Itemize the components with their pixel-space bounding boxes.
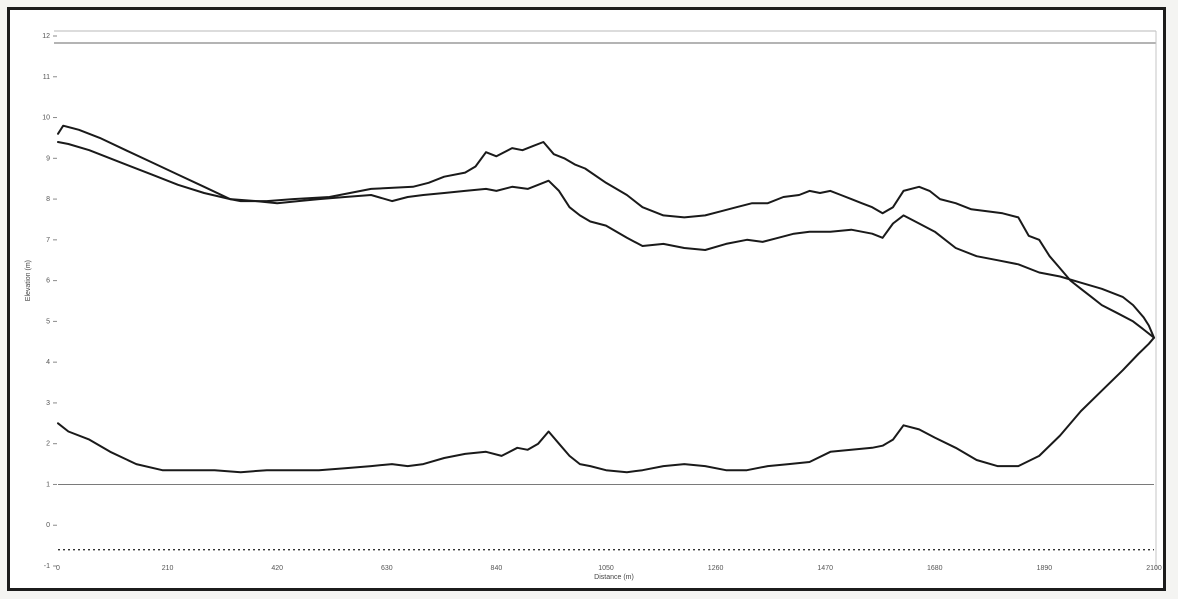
x-tick-label: 1890 <box>1037 565 1053 572</box>
x-tick-label: 1260 <box>708 565 724 572</box>
y-tick-label: 0 <box>46 522 50 529</box>
y-tick-label: 4 <box>46 359 50 366</box>
x-tick-label: 210 <box>162 565 174 572</box>
x-axis-label: Distance (m) <box>594 574 634 581</box>
x-tick-label: 420 <box>271 565 283 572</box>
y-tick-label: 10 <box>42 115 50 122</box>
y-tick-label: 9 <box>46 155 50 162</box>
x-tick-label: 1470 <box>817 565 833 572</box>
y-tick-label: 7 <box>46 237 50 244</box>
y-tick-label: -1 <box>44 563 50 570</box>
x-tick-label: 2100 <box>1146 565 1162 572</box>
y-tick-label: 3 <box>46 400 50 407</box>
x-tick-label: 1050 <box>598 565 614 572</box>
y-tick-label: 12 <box>42 33 50 40</box>
x-tick-label: 1680 <box>927 565 943 572</box>
chart-frame: 12 11 10 9 8 7 6 5 4 3 2 1 0 -1 0 210 420 630 840 1050 1260… <box>7 7 1166 591</box>
series-line-1 <box>57 124 1155 339</box>
y-tick-label: 1 <box>46 481 50 488</box>
x-tick-label: 840 <box>491 565 503 572</box>
series-line-3 <box>57 336 1155 474</box>
y-axis-label: Elevation (m) <box>25 260 32 301</box>
series-layer <box>57 124 1155 474</box>
y-tick-label: 5 <box>46 318 50 325</box>
chart-reference-lines <box>54 30 1157 570</box>
y-tick-label: 6 <box>46 278 50 285</box>
x-tick-label: 630 <box>381 565 393 572</box>
y-tick-label: 8 <box>46 196 50 203</box>
y-tick-label: 2 <box>46 441 50 448</box>
x-axis-ticks: 0 210 420 630 840 1050 1260 1470 1680 1890 2100 <box>56 565 1162 572</box>
series-line-2 <box>57 141 1155 339</box>
x-tick-label: 0 <box>56 565 60 572</box>
y-tick-label: 11 <box>43 74 50 81</box>
